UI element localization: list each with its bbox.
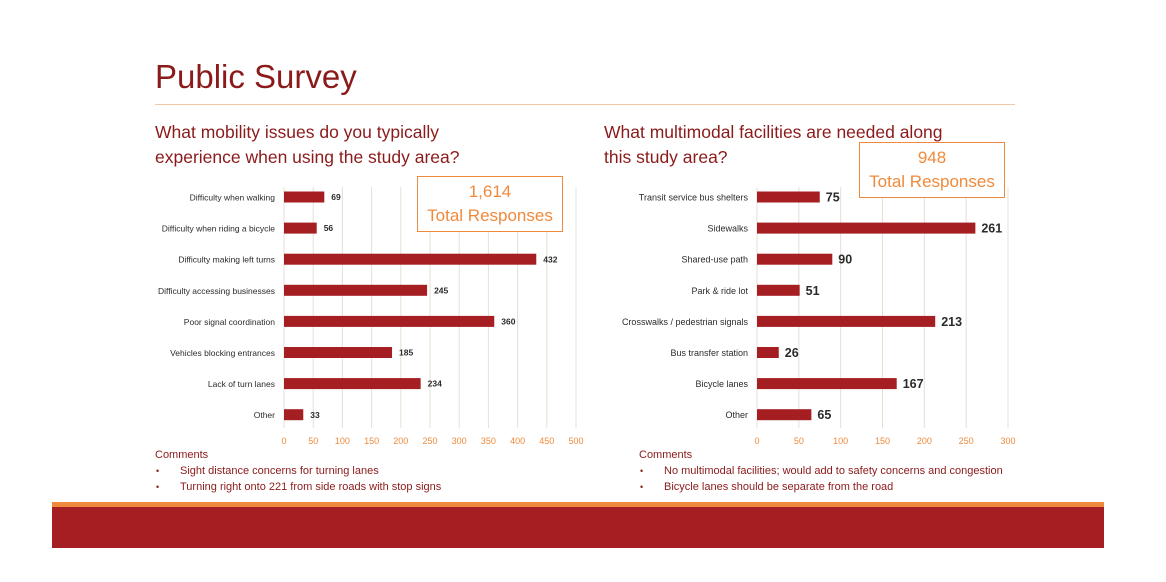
left-x-tick-label: 450 <box>539 436 554 446</box>
right-data-label: 261 <box>981 222 1002 236</box>
right-bar <box>757 284 800 296</box>
right-data-label: 75 <box>826 191 840 205</box>
right-x-tick-label: 300 <box>1000 436 1015 446</box>
left-chart-question: What mobility issues do you typically ex… <box>155 122 460 167</box>
right-category-label: Sidewalks <box>707 224 748 234</box>
right-total-label: Total Responses <box>869 172 995 191</box>
left-comments-list: Sight distance concerns for turning lane… <box>155 463 441 495</box>
right-bar <box>757 409 812 421</box>
left-data-label: 234 <box>428 379 442 389</box>
right-chart-question: What multimodal facilities are needed al… <box>604 122 943 167</box>
left-data-label: 432 <box>543 254 557 264</box>
right-x-tick-label: 0 <box>754 436 759 446</box>
right-x-tick-label: 250 <box>959 436 974 446</box>
right-bar <box>757 222 976 234</box>
comment-item: Turning right onto 221 from side roads w… <box>155 479 441 495</box>
left-x-tick-label: 400 <box>510 436 525 446</box>
left-bar <box>284 191 325 203</box>
comment-item: Sight distance concerns for turning lane… <box>155 463 441 479</box>
left-data-label: 69 <box>331 192 341 202</box>
right-category-label: Transit service bus shelters <box>639 193 749 203</box>
right-total-value: 948 <box>917 148 947 167</box>
right-x-tick-label: 200 <box>917 436 932 446</box>
right-data-label: 167 <box>903 377 924 391</box>
left-x-tick-label: 200 <box>393 436 408 446</box>
right-category-label: Crosswalks / pedestrian signals <box>622 317 749 327</box>
left-data-label: 360 <box>501 316 515 326</box>
right-category-label: Shared-use path <box>681 255 748 265</box>
left-category-label: Lack of turn lanes <box>208 379 275 389</box>
left-x-tick-label: 0 <box>281 436 286 446</box>
left-x-tick-label: 350 <box>481 436 496 446</box>
charts-canvas: 0 50 100 150 200 250 300 350 400 450 500Difficulty… <box>158 187 1016 446</box>
left-x-tick-label: 150 <box>364 436 379 446</box>
left-bar <box>284 315 495 327</box>
left-x-tick-label: 500 <box>568 436 583 446</box>
left-category-label: Poor signal coordination <box>184 317 275 327</box>
left-category-label: Difficulty making left turns <box>178 255 275 265</box>
right-category-label: Bicycle lanes <box>695 379 748 389</box>
right-x-tick-label: 50 <box>794 436 804 446</box>
left-data-label: 185 <box>399 348 413 358</box>
left-x-tick-label: 50 <box>308 436 318 446</box>
right-data-label: 213 <box>941 315 962 329</box>
right-category-label: Bus transfer station <box>670 348 748 358</box>
left-category-label: Vehicles blocking entrances <box>170 348 275 358</box>
right-x-tick-label: 100 <box>833 436 848 446</box>
right-bar <box>757 191 820 203</box>
left-data-label: 33 <box>310 410 320 420</box>
left-bar <box>284 378 421 390</box>
right-comments-heading: Comments <box>639 449 693 461</box>
left-category-label: Other <box>254 410 275 420</box>
left-category-label: Difficulty when walking <box>190 193 276 203</box>
left-data-label: 56 <box>324 223 334 233</box>
left-bar <box>284 409 304 421</box>
right-data-label: 65 <box>817 408 831 422</box>
right-comments: Comments No multimodal facilities; would… <box>639 447 1003 495</box>
left-category-label: Difficulty accessing businesses <box>158 286 275 296</box>
right-x-tick-label: 150 <box>875 436 890 446</box>
left-bar <box>284 253 537 265</box>
right-data-label: 90 <box>838 253 852 267</box>
title-divider <box>155 104 1015 105</box>
left-x-tick-label: 100 <box>335 436 350 446</box>
comment-item: Bicycle lanes should be separate from th… <box>639 479 1003 495</box>
page-title: Public Survey <box>155 58 357 95</box>
left-total-value: 1,614 <box>468 182 512 201</box>
comment-item: No multimodal facilities; would add to s… <box>639 463 1003 479</box>
left-bar <box>284 222 317 234</box>
right-total-responses-box: 948 Total Responses <box>859 142 1005 198</box>
left-comments-heading: Comments <box>155 449 209 461</box>
right-bar <box>757 253 833 265</box>
left-comments: Comments Sight distance concerns for tur… <box>155 447 441 495</box>
right-bar <box>757 378 897 390</box>
right-comments-list: No multimodal facilities; would add to s… <box>639 463 1003 495</box>
left-x-tick-label: 300 <box>452 436 467 446</box>
left-data-label: 245 <box>434 285 448 295</box>
footer-band <box>52 507 1104 548</box>
footer-accent-stripe <box>52 502 1104 507</box>
right-bar <box>757 315 936 327</box>
right-category-label: Other <box>725 410 748 420</box>
left-total-label: Total Responses <box>427 206 553 225</box>
right-bar <box>757 347 779 358</box>
left-x-tick-label: 250 <box>422 436 437 446</box>
right-category-label: Park & ride lot <box>691 286 748 296</box>
right-data-label: 26 <box>785 346 799 360</box>
left-bar <box>284 347 393 358</box>
right-data-label: 51 <box>806 284 820 298</box>
left-category-label: Difficulty when riding a bicycle <box>162 224 275 234</box>
left-bar <box>284 284 428 296</box>
left-total-responses-box: 1,614 Total Responses <box>417 176 563 232</box>
